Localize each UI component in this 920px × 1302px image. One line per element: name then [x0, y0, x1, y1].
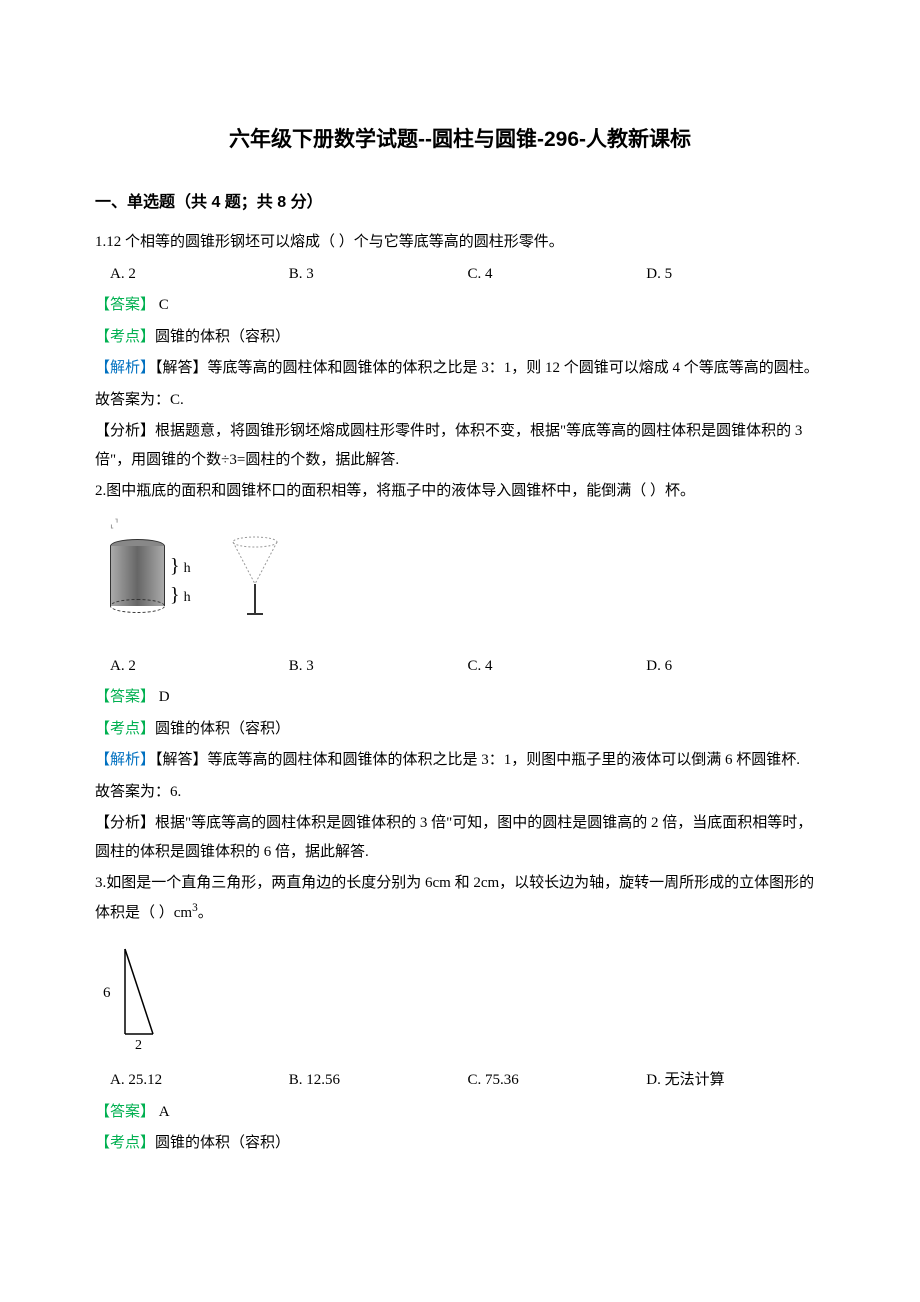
q1-topic-value: 圆锥的体积（容积） [155, 329, 290, 345]
q2-option-c: C. 4 [468, 652, 647, 681]
q2-options: A. 2 B. 3 C. 4 D. 6 [95, 652, 825, 681]
q3-options: A. 25.12 B. 12.56 C. 75.36 D. 无法计算 [95, 1066, 825, 1095]
q2-topic-value: 圆锥的体积（容积） [155, 721, 290, 737]
q1-text: 1.12 个相等的圆锥形钢坯可以熔成（ ）个与它等底等高的圆柱形零件。 [95, 228, 825, 257]
q3-figure: 6 2 [95, 939, 825, 1054]
cone-cup-icon [230, 534, 290, 624]
q3-option-b: B. 12.56 [289, 1066, 468, 1095]
q2-option-d: D. 6 [646, 652, 825, 681]
q1-option-a: A. 2 [110, 260, 289, 289]
brace-2: } h [170, 576, 191, 614]
cylinder-icon [110, 539, 165, 613]
q1-answer: 【答案】 C [95, 291, 825, 320]
q2-text: 2.图中瓶底的面积和圆锥杯口的面积相等，将瓶子中的液体导入圆锥杯中，能倒满（ ）… [95, 477, 825, 506]
figure-mark: ⸤⸣ [110, 514, 119, 535]
q2-answer-value: D [155, 689, 170, 705]
q1-analysis-label: 【解析】 [95, 360, 155, 376]
q3-option-c: C. 75.36 [468, 1066, 647, 1095]
q3-text: 3.如图是一个直角三角形，两直角边的长度分别为 6cm 和 2cm，以较长边为轴… [95, 869, 825, 927]
q3-option-a: A. 25.12 [110, 1066, 289, 1095]
q1-topic: 【考点】圆锥的体积（容积） [95, 323, 825, 352]
q3-answer-label: 【答案】 [95, 1104, 155, 1120]
q3-answer: 【答案】 A [95, 1098, 825, 1127]
label-2: 2 [135, 1038, 142, 1053]
q1-analysis-answer: 【解答】等底等高的圆柱体和圆锥体的体积之比是 3：1，则 12 个圆锥可以熔成 … [155, 360, 819, 376]
q2-answer: 【答案】 D [95, 683, 825, 712]
q2-option-b: B. 3 [289, 652, 468, 681]
q2-analysis-detail: 【分析】根据"等底等高的圆柱体积是圆锥体积的 3 倍"可知，图中的圆柱是圆锥高的… [95, 809, 825, 866]
q2-topic: 【考点】圆锥的体积（容积） [95, 715, 825, 744]
q1-options: A. 2 B. 3 C. 4 D. 5 [95, 260, 825, 289]
q1-analysis-result: 故答案为：C. [95, 386, 825, 415]
q3-topic: 【考点】圆锥的体积（容积） [95, 1129, 825, 1158]
q2-analysis-answer: 【解答】等底等高的圆柱体和圆锥体的体积之比是 3：1，则图中瓶子里的液体可以倒满… [155, 752, 800, 768]
q2-analysis-label: 【解析】 [95, 752, 155, 768]
q3-answer-value: A [155, 1104, 170, 1120]
q2-option-a: A. 2 [110, 652, 289, 681]
q3-option-d: D. 无法计算 [646, 1066, 825, 1095]
q2-answer-label: 【答案】 [95, 689, 155, 705]
q3-text-part2: 。 [198, 905, 213, 921]
q2-topic-label: 【考点】 [95, 721, 155, 737]
q1-analysis-detail: 【分析】根据题意，将圆锥形钢坯熔成圆柱形零件时，体积不变，根据"等底等高的圆柱体… [95, 417, 825, 474]
label-6: 6 [103, 985, 111, 1001]
q1-analysis1: 【解析】【解答】等底等高的圆柱体和圆锥体的体积之比是 3：1，则 12 个圆锥可… [95, 354, 825, 383]
q1-answer-label: 【答案】 [95, 297, 155, 313]
q1-topic-label: 【考点】 [95, 329, 155, 345]
q3-topic-value: 圆锥的体积（容积） [155, 1135, 290, 1151]
q2-analysis-result: 故答案为：6. [95, 778, 825, 807]
q1-answer-value: C [155, 297, 169, 313]
q1-option-c: C. 4 [468, 260, 647, 289]
q2-analysis1: 【解析】【解答】等底等高的圆柱体和圆锥体的体积之比是 3：1，则图中瓶子里的液体… [95, 746, 825, 775]
section-header: 一、单选题（共 4 题；共 8 分） [95, 188, 825, 218]
q3-topic-label: 【考点】 [95, 1135, 155, 1151]
q1-option-d: D. 5 [646, 260, 825, 289]
q1-option-b: B. 3 [289, 260, 468, 289]
q2-figure: ⸤⸣ } h } h [95, 514, 825, 644]
triangle-icon: 6 2 [95, 939, 185, 1054]
page-title: 六年级下册数学试题--圆柱与圆锥-296-人教新课标 [95, 120, 825, 160]
